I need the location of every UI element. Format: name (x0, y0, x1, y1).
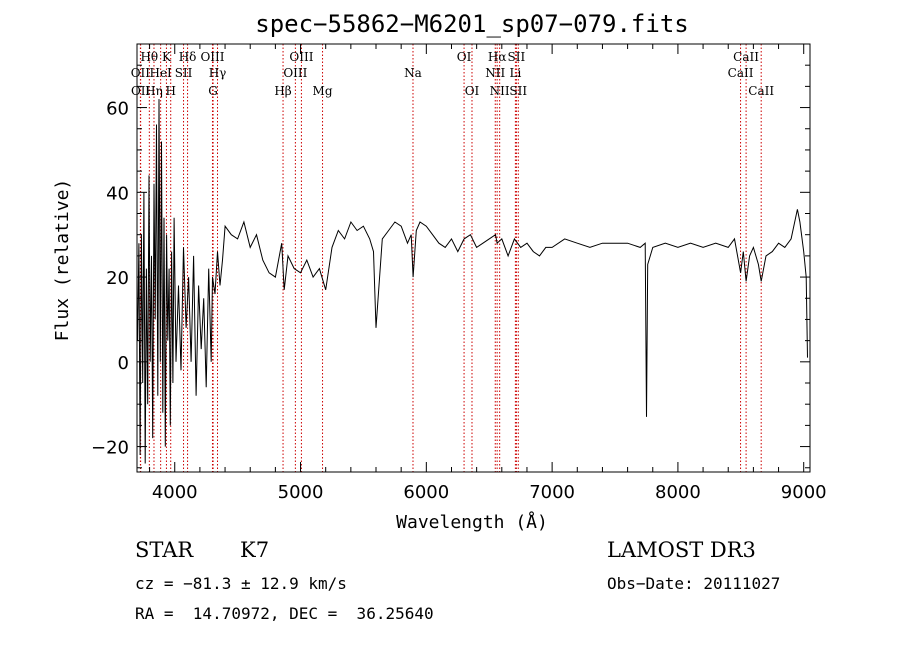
line-marker-label: Hη (145, 84, 163, 98)
line-marker-label: CaII (733, 50, 759, 64)
line-marker-label: OIII (289, 50, 313, 64)
x-tick-label: 7000 (529, 482, 575, 503)
line-marker-label: Na (404, 66, 422, 80)
y-tick-label: 20 (106, 268, 129, 289)
line-marker-label: Hθ (140, 50, 158, 64)
x-tick-label: 6000 (403, 482, 449, 503)
line-marker-label: H (165, 84, 175, 98)
line-marker-label: OIII (200, 50, 224, 64)
line-marker-label: Hγ (209, 66, 227, 80)
line-marker-label: OI (465, 84, 480, 98)
x-tick-label: 5000 (278, 482, 324, 503)
line-marker-label: SII (508, 50, 526, 64)
line-marker-label: OII (131, 66, 151, 80)
spectrum-line (137, 99, 808, 464)
y-axis-ticks: −20 0 20 40 60 (91, 43, 810, 469)
line-marker-label: HeI (149, 66, 172, 80)
plot-frame (136, 43, 811, 473)
y-tick-label: 60 (106, 99, 129, 120)
line-marker-label: OIII (283, 66, 307, 80)
line-marker-label: OI (457, 50, 472, 64)
line-marker-label: OII (131, 84, 151, 98)
line-marker-label: Mg (313, 84, 333, 98)
line-marker-label: G (208, 84, 218, 98)
line-marker-label: CaII (748, 84, 774, 98)
line-markers (139, 44, 762, 472)
redshift-velocity: cz = −81.3 ± 12.9 km/s (135, 574, 347, 593)
line-marker-label: K (162, 50, 172, 64)
line-marker-label: CaII (728, 66, 754, 80)
line-marker-label: Hδ (179, 50, 197, 64)
line-marker-label: Hα (488, 50, 507, 64)
sky-coordinates: RA = 14.70972, DEC = 36.25640 (135, 604, 434, 623)
line-marker-label: SII (509, 84, 527, 98)
chart-title: spec−55862−M6201_sp07−079.fits (255, 10, 688, 38)
survey-name: LAMOST DR3 (607, 538, 756, 562)
x-tick-label: 9000 (781, 482, 827, 503)
x-tick-label: 4000 (152, 482, 198, 503)
line-marker-label: Li (509, 66, 521, 80)
x-axis-label: Wavelength (Å) (396, 511, 548, 533)
y-tick-label: 0 (118, 353, 129, 374)
line-marker-label: NII (485, 66, 505, 80)
y-tick-label: −20 (91, 438, 129, 459)
x-tick-label: 8000 (655, 482, 701, 503)
line-marker-label: SII (175, 66, 193, 80)
object-class: STAR (135, 538, 194, 562)
line-marker-label: Hβ (274, 84, 291, 98)
line-marker-label: NII (490, 84, 510, 98)
y-axis-label: Flux (relative) (52, 179, 73, 342)
x-axis-ticks: 4000 5000 6000 7000 8000 9000 (149, 44, 827, 503)
y-tick-label: 40 (106, 183, 129, 204)
object-subclass: K7 (240, 538, 270, 562)
observation-date: Obs−Date: 20111027 (607, 574, 781, 593)
